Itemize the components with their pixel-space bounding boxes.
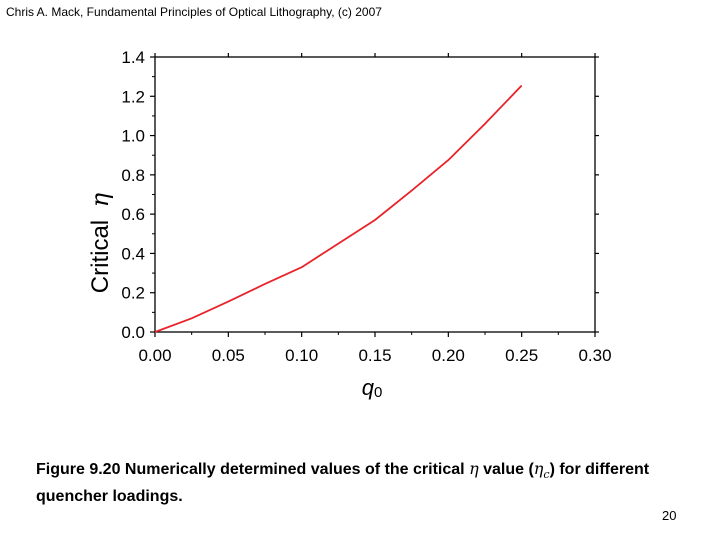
x-tick-label: 0.10 <box>285 346 318 365</box>
x-axis-label-q: q <box>362 375 375 400</box>
y-axis-ticks: 0.0 0.2 0.4 0.6 0.8 1.0 1.2 1.4 <box>121 48 599 342</box>
y-axis-label-eta: η <box>86 192 114 207</box>
x-axis-label-sub: 0 <box>374 384 382 401</box>
y-tick-label: 0.0 <box>121 323 145 342</box>
caption-suffix: ) for different quencher loadings. <box>36 461 650 506</box>
caption-eta: η <box>469 459 479 478</box>
caption-eta-c: η <box>533 459 544 478</box>
caption-mid: value ( <box>483 461 534 478</box>
y-tick-label: 0.8 <box>121 166 145 185</box>
x-axis-label: q0 <box>362 375 383 401</box>
x-tick-label: 0.30 <box>578 346 611 365</box>
caption-sub-c: c <box>543 468 550 482</box>
y-axis-label-text: Critical <box>87 220 114 293</box>
header-citation: Chris A. Mack, Fundamental Principles of… <box>6 5 382 19</box>
y-tick-label: 0.6 <box>121 205 145 224</box>
plot-border <box>154 56 596 333</box>
x-tick-label: 0.15 <box>358 346 391 365</box>
y-axis-label: Critical η <box>86 192 114 293</box>
figure-caption: Figure 9.20 Numerically determined value… <box>36 458 696 508</box>
x-tick-label: 0.05 <box>212 346 245 365</box>
y-tick-label: 1.0 <box>121 127 145 146</box>
x-tick-label: 0.00 <box>138 346 171 365</box>
y-tick-label: 1.2 <box>121 87 145 106</box>
caption-prefix: Figure 9.20 Numerically determined value… <box>36 461 465 478</box>
x-axis-ticks: 0.00 0.05 0.10 0.15 0.20 0.25 0.30 <box>138 53 612 365</box>
y-tick-label: 1.4 <box>121 48 145 67</box>
x-tick-label: 0.20 <box>432 346 465 365</box>
y-tick-label: 0.4 <box>121 244 145 263</box>
page-number: 20 <box>662 508 677 523</box>
series-group <box>154 84 523 333</box>
plot-frame <box>154 56 596 333</box>
y-tick-label: 0.2 <box>121 284 145 303</box>
series-line <box>154 84 523 333</box>
x-tick-label: 0.25 <box>505 346 538 365</box>
